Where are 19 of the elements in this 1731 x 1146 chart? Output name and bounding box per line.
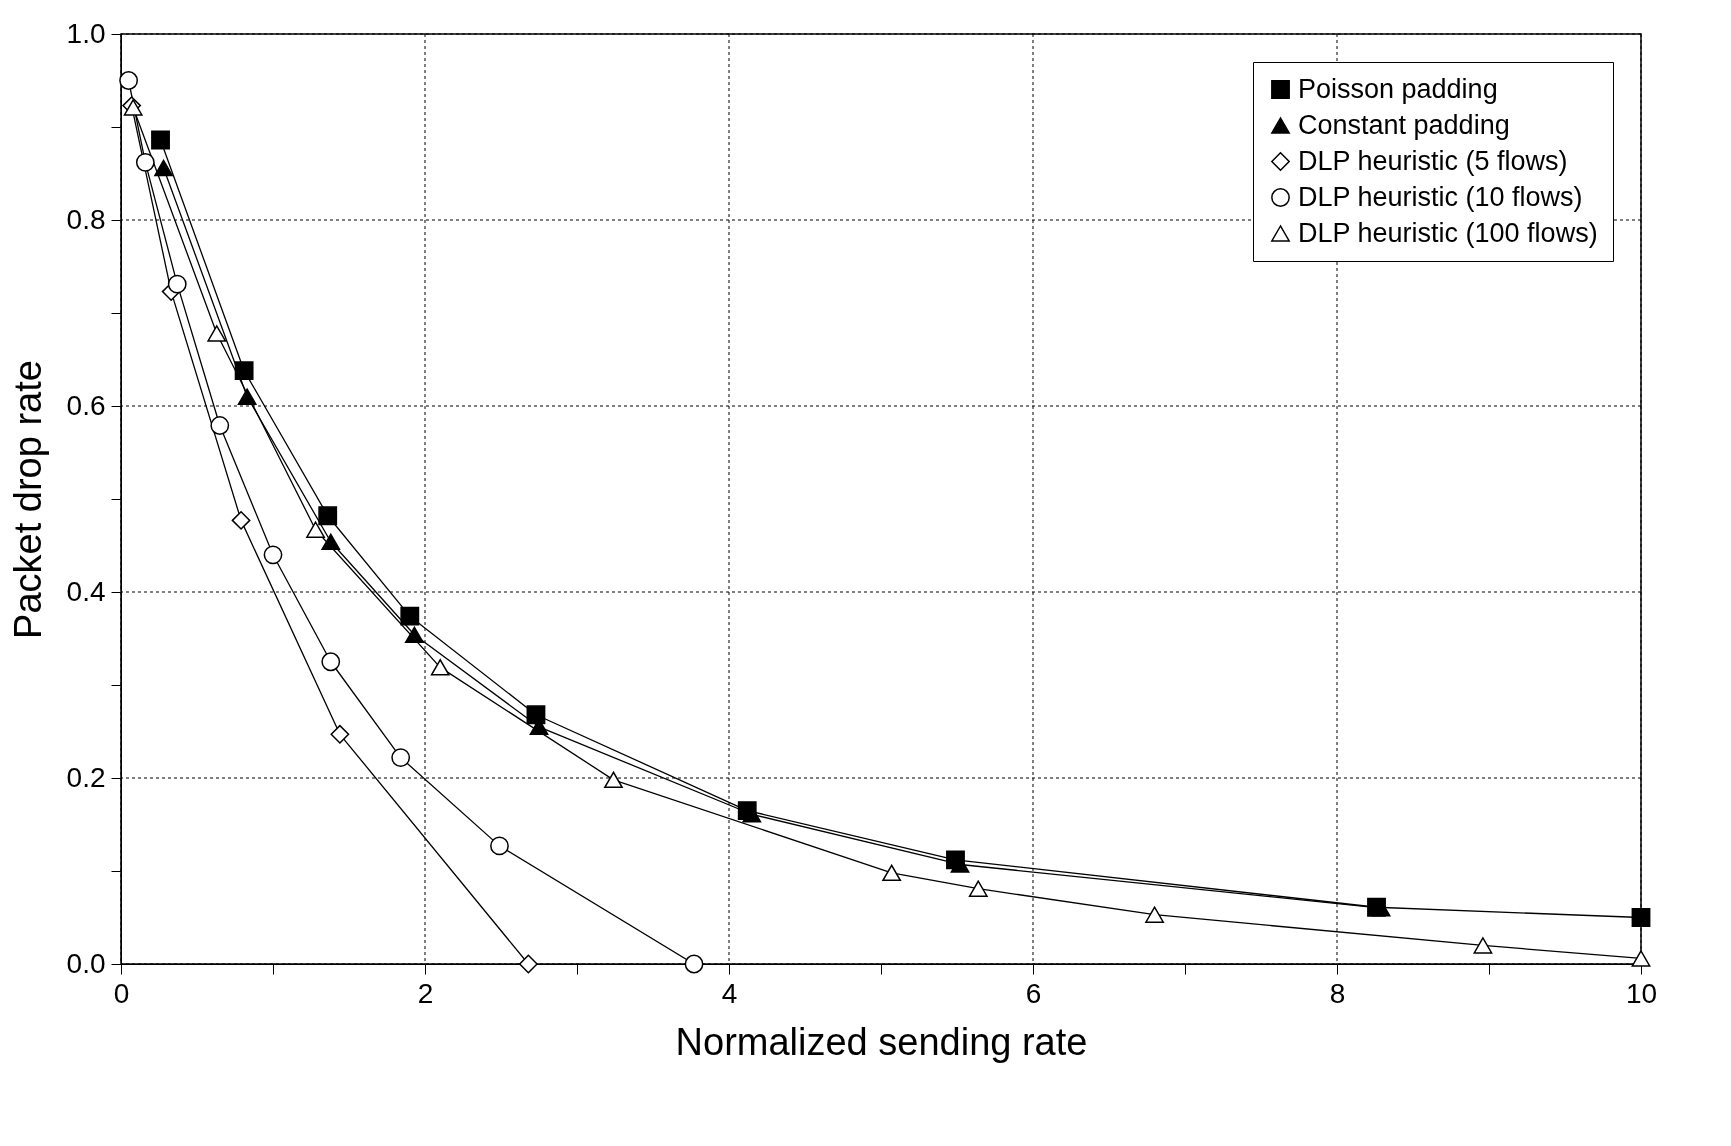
x-tick-label: 8: [1329, 977, 1346, 1009]
y-tick-label: 0.6: [66, 389, 106, 421]
legend-label: DLP heuristic (100 flows): [1298, 217, 1598, 248]
x-tick-label: 4: [721, 977, 738, 1009]
y-tick-label: 0.0: [66, 947, 106, 979]
x-tick-label: 0: [113, 977, 130, 1009]
x-tick-label: 2: [417, 977, 434, 1009]
legend-label: DLP heuristic (5 flows): [1298, 145, 1568, 176]
y-axis-title: Packet drop rate: [6, 360, 49, 639]
x-tick-label: 6: [1025, 977, 1042, 1009]
legend-label: DLP heuristic (10 flows): [1298, 181, 1583, 212]
x-tick-label: 10: [1625, 977, 1658, 1009]
y-tick-label: 0.8: [66, 203, 106, 235]
y-tick-label: 0.4: [66, 575, 106, 607]
y-tick-label: 0.2: [66, 761, 106, 793]
legend-label: Constant padding: [1298, 109, 1510, 140]
x-axis-title: Normalized sending rate: [675, 1020, 1088, 1063]
legend-label: Poisson padding: [1298, 73, 1498, 104]
y-tick-label: 1.0: [66, 17, 106, 49]
